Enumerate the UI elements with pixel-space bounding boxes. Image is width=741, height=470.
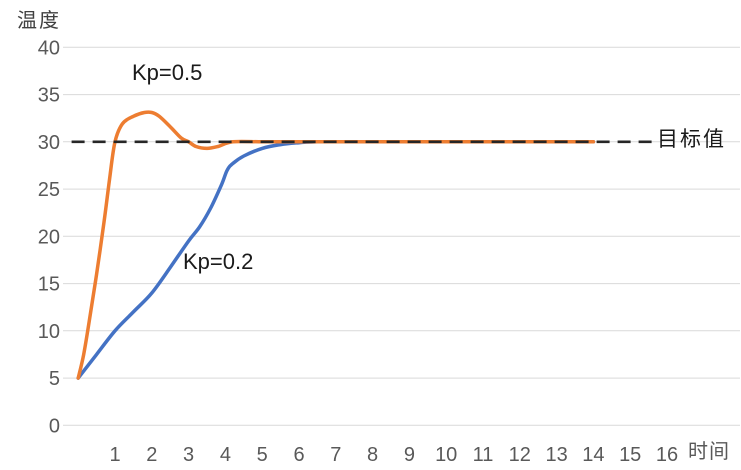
- x-tick-label-8: 8: [367, 444, 378, 466]
- x-tick-label-2: 2: [146, 444, 157, 466]
- y-tick-label-25: 25: [38, 179, 60, 201]
- x-axis-title: 时间: [688, 441, 730, 463]
- x-tick-label-9: 9: [404, 444, 415, 466]
- x-tick-label-14: 14: [582, 444, 604, 466]
- y-tick-label-0: 0: [49, 415, 60, 437]
- annotation-target-value: 目标值: [657, 128, 726, 151]
- x-tick-label-6: 6: [293, 444, 304, 466]
- x-tick-label-3: 3: [183, 444, 194, 466]
- x-tick-label-11: 11: [473, 444, 494, 466]
- x-tick-label-16: 16: [656, 444, 678, 466]
- x-tick-label-15: 15: [619, 444, 641, 466]
- y-tick-label-30: 30: [38, 132, 60, 154]
- x-tick-label-13: 13: [545, 444, 567, 466]
- y-tick-label-5: 5: [49, 368, 60, 390]
- x-tick-label-5: 5: [257, 444, 268, 466]
- x-tick-label-7: 7: [330, 444, 341, 466]
- x-tick-label-12: 12: [509, 444, 531, 466]
- y-tick-label-35: 35: [38, 85, 60, 107]
- y-tick-label-20: 20: [38, 226, 60, 248]
- annotation-kp-0-5: Kp=0.5: [132, 60, 203, 85]
- series-line-kp-0-5: [76, 110, 596, 380]
- x-tick-label-10: 10: [435, 444, 457, 466]
- y-tick-label-40: 40: [38, 37, 60, 59]
- annotation-kp-0-2: Kp=0.2: [183, 249, 254, 274]
- x-tick-label-4: 4: [220, 444, 231, 466]
- x-tick-label-1: 1: [109, 444, 120, 466]
- y-tick-label-10: 10: [38, 321, 60, 343]
- y-axis-title: 温度: [17, 10, 61, 32]
- series-line-kp-0-2: [76, 140, 596, 380]
- y-tick-label-15: 15: [38, 274, 60, 296]
